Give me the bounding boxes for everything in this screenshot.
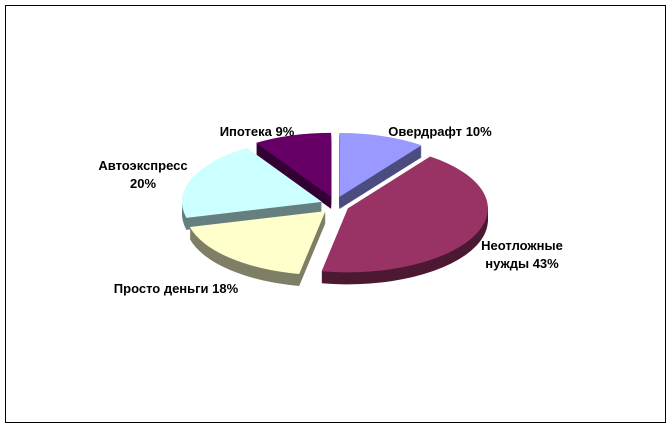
label-name: Овердрафт — [388, 124, 463, 139]
chart-border — [5, 5, 666, 423]
slice — [189, 211, 326, 274]
label-value: 43% — [532, 256, 559, 271]
label-name: Неотложные нужды — [481, 238, 563, 271]
label-value: 10% — [465, 124, 492, 139]
slice — [181, 147, 322, 218]
label-value: 9% — [275, 124, 295, 139]
slice — [339, 133, 422, 198]
data-label: Неотложные нужды 43% — [472, 237, 572, 273]
data-label: Ипотека 9% — [192, 123, 322, 141]
data-label: Овердрафт 10% — [355, 123, 525, 141]
label-value: 20% — [129, 176, 157, 191]
data-label: Просто деньги 18% — [111, 280, 241, 298]
data-label: Автоэкспресс 20% — [88, 157, 198, 193]
label-name: Ипотека — [219, 124, 272, 139]
slice — [321, 156, 488, 273]
label-name: Автоэкспресс — [98, 158, 188, 173]
slice — [256, 132, 332, 197]
label-name: Просто деньги — [113, 281, 209, 296]
label-value: 18% — [212, 281, 239, 296]
